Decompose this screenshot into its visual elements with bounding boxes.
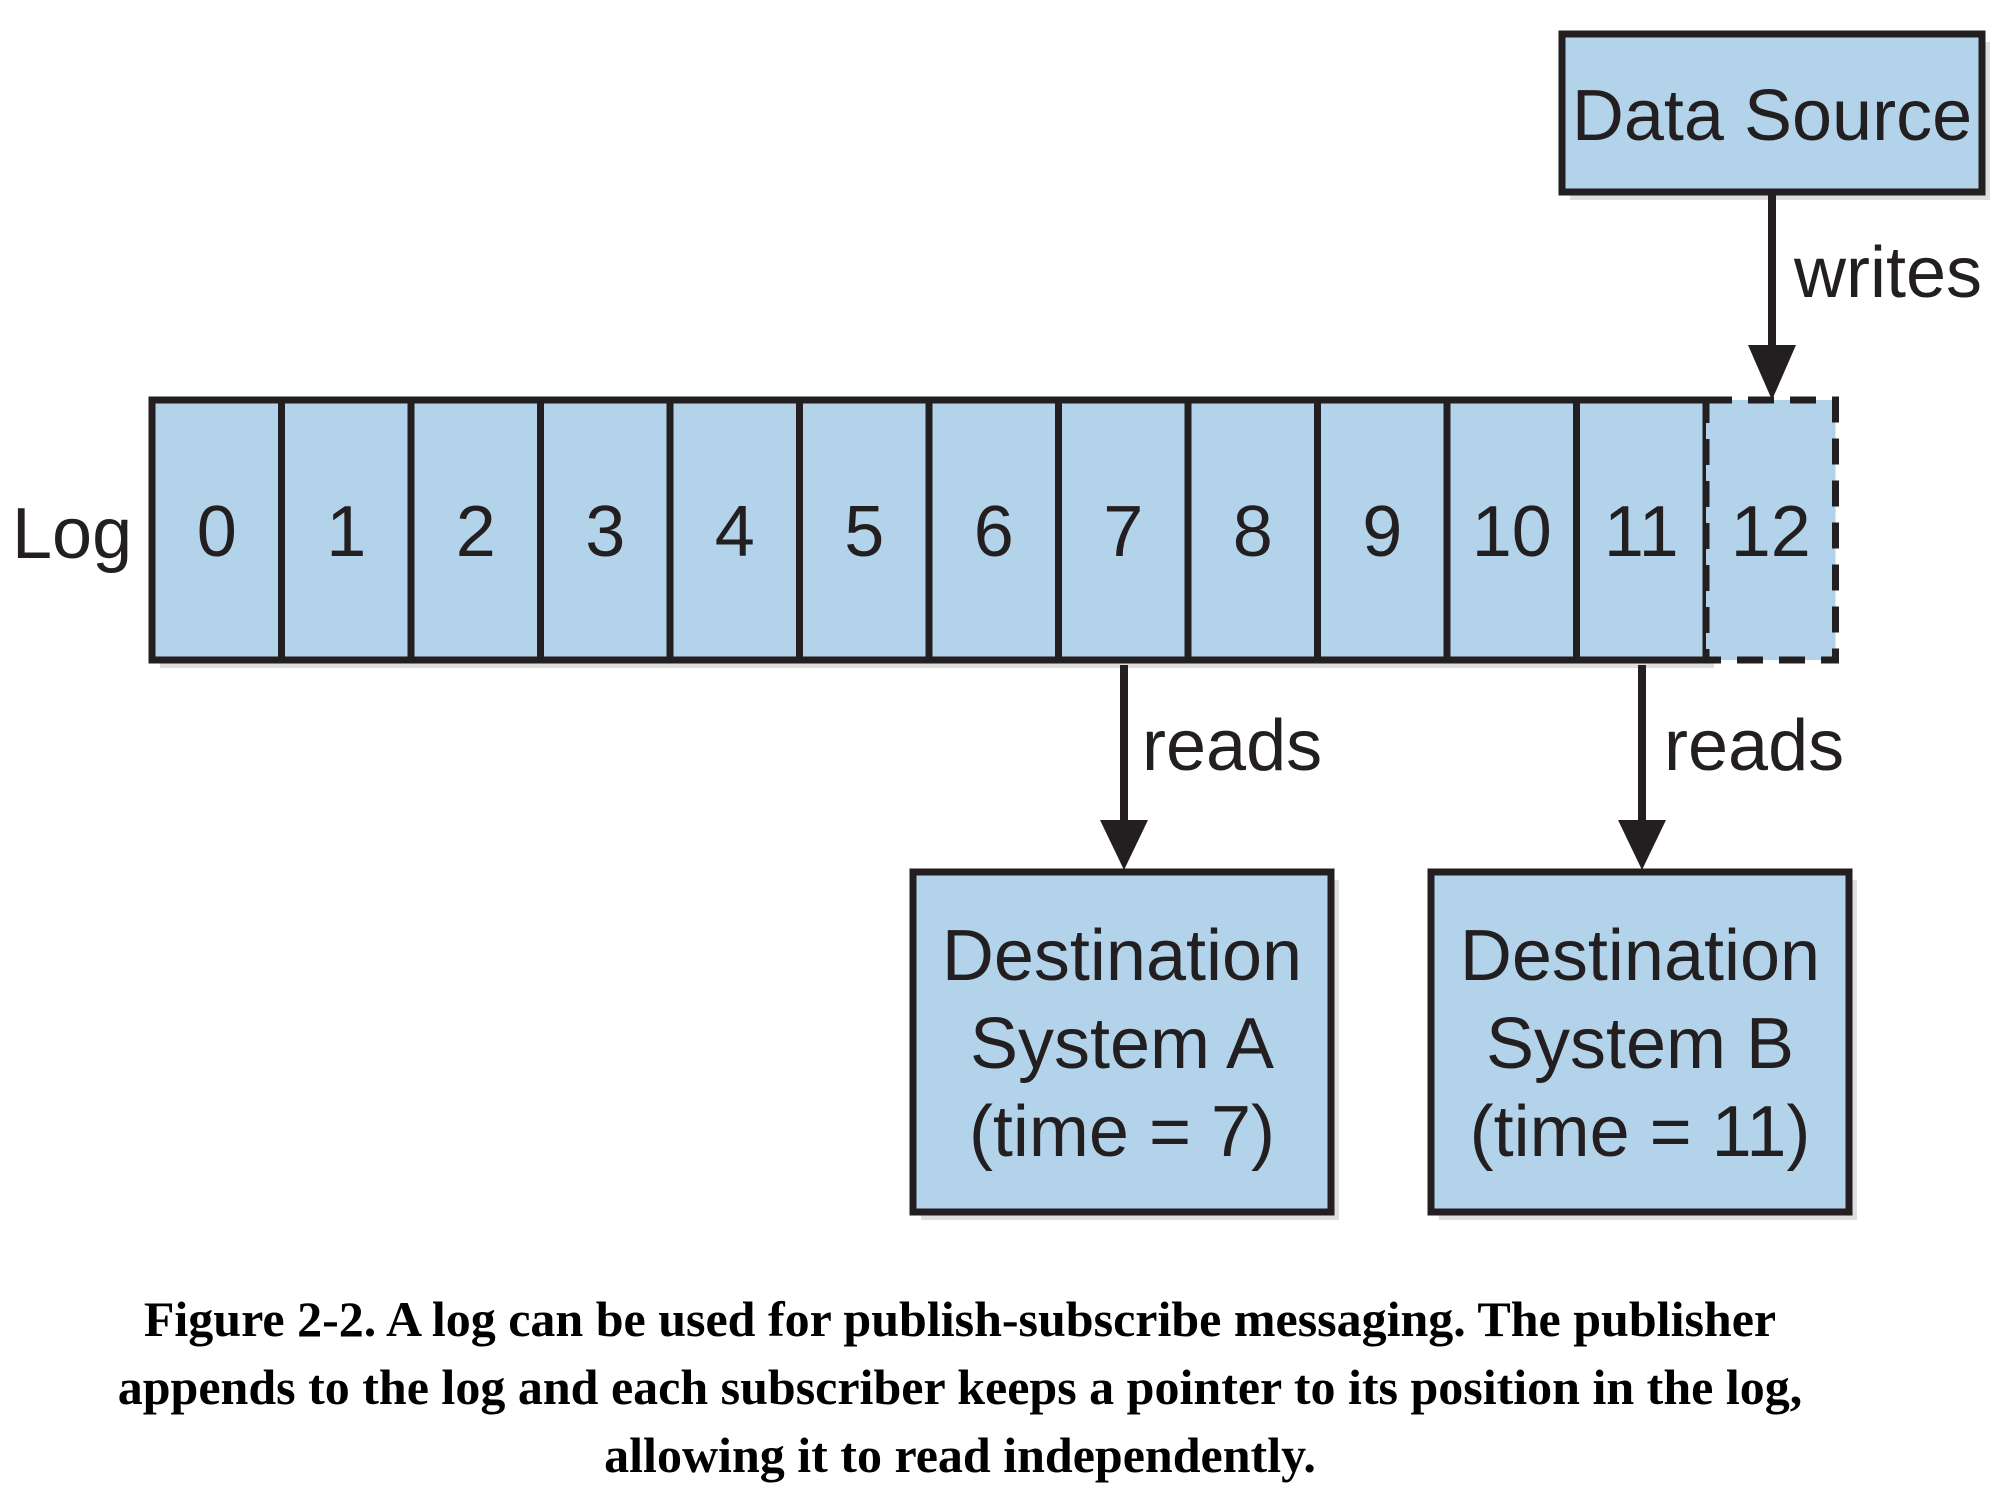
log-cell-label: 9 bbox=[1362, 492, 1402, 572]
reads-label-a: reads bbox=[1142, 706, 1322, 786]
destination-a-line-1: Destination bbox=[942, 916, 1302, 996]
log-cell-label: 6 bbox=[974, 492, 1014, 572]
writes-arrowhead bbox=[1748, 345, 1796, 400]
destination-a-line-2: System A bbox=[970, 1004, 1274, 1084]
reads-arrowhead-a bbox=[1100, 820, 1148, 870]
destination-b-node: Destination System B (time = 11) bbox=[1427, 868, 1857, 1220]
data-source-label: Data Source bbox=[1572, 76, 1972, 156]
destination-b-line-1: Destination bbox=[1460, 916, 1820, 996]
log-cell-label: 4 bbox=[715, 492, 755, 572]
reads-arrowhead-b bbox=[1618, 820, 1666, 870]
destination-a-line-3: (time = 7) bbox=[969, 1092, 1275, 1172]
data-source-box bbox=[1558, 30, 1986, 196]
log-cell-label: 8 bbox=[1233, 492, 1273, 572]
data-source-node: Data Source bbox=[1558, 30, 1990, 200]
writes-label: writes bbox=[1793, 233, 1982, 313]
log-cell-label: 1 bbox=[326, 492, 366, 572]
log-cell-label: 7 bbox=[1103, 492, 1143, 572]
destination-b-line-3: (time = 11) bbox=[1470, 1092, 1811, 1172]
log-cell-label: 0 bbox=[197, 492, 237, 572]
destination-b-box bbox=[1427, 868, 1853, 1216]
log-cell-pending bbox=[1702, 396, 1839, 664]
log-cell-label: 10 bbox=[1472, 492, 1552, 572]
log-cell-label: 5 bbox=[844, 492, 884, 572]
log-cells: 0 1 2 3 4 5 6 7 8 9 10 11 12 bbox=[148, 396, 1839, 668]
destination-a-node: Destination System A (time = 7) bbox=[909, 868, 1339, 1220]
log-cell bbox=[407, 396, 544, 664]
log-cell-label: 11 bbox=[1604, 492, 1679, 572]
log-cell bbox=[1573, 396, 1710, 664]
log-cell-label: 3 bbox=[585, 492, 625, 572]
log-cell bbox=[278, 396, 415, 664]
log-cell bbox=[537, 396, 674, 664]
destination-a-box bbox=[909, 868, 1335, 1216]
log-cell-label: 2 bbox=[456, 492, 496, 572]
figure-caption: Figure 2-2. A log can be used for publis… bbox=[117, 1291, 1803, 1483]
log-cell bbox=[148, 396, 285, 664]
reads-arrow-b: reads bbox=[1618, 665, 1844, 870]
reads-arrow-a: reads bbox=[1100, 665, 1322, 870]
log-cell bbox=[666, 396, 803, 664]
log-cell bbox=[1314, 396, 1451, 664]
reads-label-b: reads bbox=[1664, 706, 1844, 786]
log-label: Log bbox=[12, 494, 132, 574]
log-cell-label: 12 bbox=[1731, 492, 1811, 572]
writes-arrow: writes bbox=[1748, 195, 1982, 400]
destination-b-line-2: System B bbox=[1486, 1004, 1794, 1084]
